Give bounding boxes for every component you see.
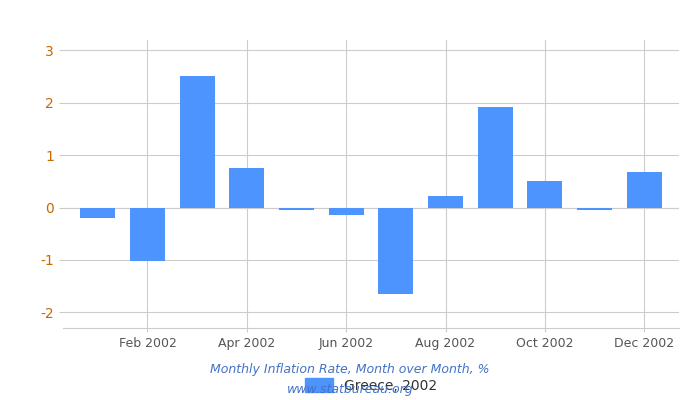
Bar xyxy=(329,208,363,216)
Text: www.statbureau.org: www.statbureau.org xyxy=(287,384,413,396)
Bar xyxy=(626,172,662,208)
Text: Monthly Inflation Rate, Month over Month, %: Monthly Inflation Rate, Month over Month… xyxy=(210,364,490,376)
Bar xyxy=(428,196,463,208)
Bar xyxy=(478,107,512,208)
Bar xyxy=(528,181,562,208)
Legend: Greece, 2002: Greece, 2002 xyxy=(300,372,442,398)
Bar xyxy=(80,208,116,218)
Bar xyxy=(578,208,612,210)
Bar xyxy=(230,168,264,208)
Bar xyxy=(180,76,214,208)
Bar xyxy=(130,208,164,261)
Bar xyxy=(279,208,314,210)
Bar xyxy=(379,208,413,294)
